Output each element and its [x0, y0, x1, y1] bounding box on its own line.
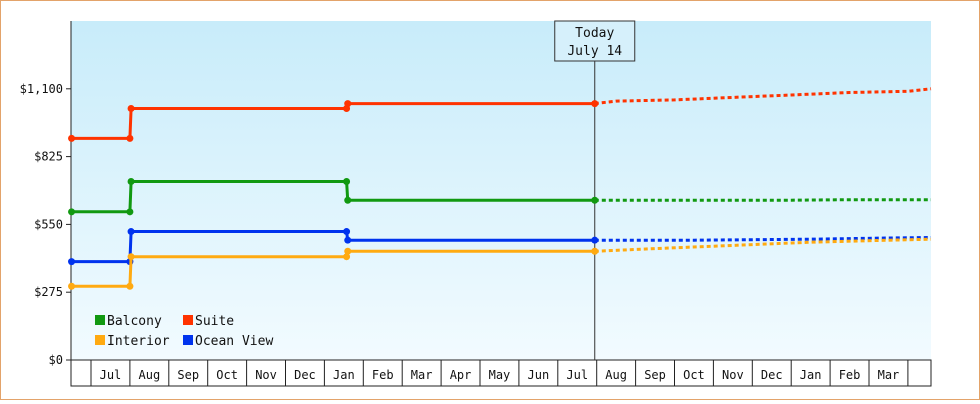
x-tick-label: Oct: [216, 368, 238, 382]
legend-label-balcony: Balcony: [107, 314, 162, 329]
x-tick-label: Aug: [605, 368, 627, 382]
data-point-interior: [126, 282, 134, 290]
data-point-ocean-view: [127, 228, 135, 236]
data-point-interior: [127, 253, 135, 261]
data-point-suite: [127, 105, 135, 113]
data-point-balcony: [343, 178, 351, 186]
y-tick-label: $550: [34, 217, 63, 231]
data-point-suite: [126, 134, 134, 142]
data-point-balcony: [127, 178, 135, 186]
legend-swatch-suite: [183, 315, 193, 325]
data-point-balcony: [344, 196, 352, 204]
data-point-suite: [68, 134, 76, 142]
x-tick-label: Nov: [722, 368, 744, 382]
data-point-ocean-view: [343, 228, 351, 236]
x-tick-label: Apr: [450, 368, 472, 382]
series-line-balcony: [71, 180, 595, 214]
y-tick-label: $825: [34, 150, 63, 164]
x-tick-label: Aug: [139, 368, 161, 382]
plot-background: [71, 21, 931, 360]
y-tick-label: $275: [34, 285, 63, 299]
projection-line-suite: [594, 87, 932, 106]
projection-line-ocean-view: [594, 236, 932, 242]
data-point-interior: [343, 253, 351, 261]
series-line-interior: [71, 249, 595, 288]
x-tick-label: Nov: [255, 368, 277, 382]
data-point-suite: [344, 100, 352, 108]
data-point-ocean-view: [344, 236, 352, 244]
x-tick-label: Feb: [839, 368, 861, 382]
x-tick-label: May: [489, 368, 511, 382]
legend-label-suite: Suite: [195, 314, 234, 329]
legend-swatch-balcony: [95, 315, 105, 325]
data-point-balcony: [591, 196, 599, 204]
x-tick-label: Feb: [372, 368, 394, 382]
legend-label-interior: Interior: [107, 334, 170, 349]
data-point-interior: [344, 247, 352, 255]
series-line-ocean-view: [71, 230, 595, 264]
x-tick-label: Oct: [683, 368, 705, 382]
y-tick-label: $0: [49, 353, 63, 367]
x-tick-label: Jun: [528, 368, 550, 382]
data-point-ocean-view: [68, 258, 76, 266]
x-tick-label: Dec: [294, 368, 316, 382]
data-point-balcony: [126, 208, 134, 216]
x-tick-label: Sep: [644, 368, 666, 382]
x-tick-label: Sep: [177, 368, 199, 382]
data-point-balcony: [68, 208, 76, 216]
y-tick-label: $1,100: [20, 82, 63, 96]
legend-swatch-ocean-view: [183, 335, 193, 345]
x-tick-label: Mar: [411, 368, 433, 382]
series-line-suite: [71, 102, 595, 140]
today-date: July 14: [567, 44, 622, 59]
data-point-ocean-view: [591, 236, 599, 244]
x-tick-label: Jul: [100, 368, 122, 382]
x-tick-label: Jan: [800, 368, 822, 382]
projection-line-balcony: [594, 198, 931, 202]
legend-swatch-interior: [95, 335, 105, 345]
x-tick-label: Jul: [566, 368, 588, 382]
today-box: [554, 20, 636, 62]
legend-label-ocean-view: Ocean View: [195, 334, 273, 349]
projection-line-interior: [594, 237, 932, 253]
x-tick-label: Mar: [878, 368, 900, 382]
today-label: Today: [575, 26, 614, 41]
x-tick-label: Jan: [333, 368, 355, 382]
data-point-interior: [68, 282, 76, 290]
x-tick-label: Dec: [761, 368, 783, 382]
data-point-suite: [591, 100, 599, 108]
data-point-interior: [591, 247, 599, 255]
